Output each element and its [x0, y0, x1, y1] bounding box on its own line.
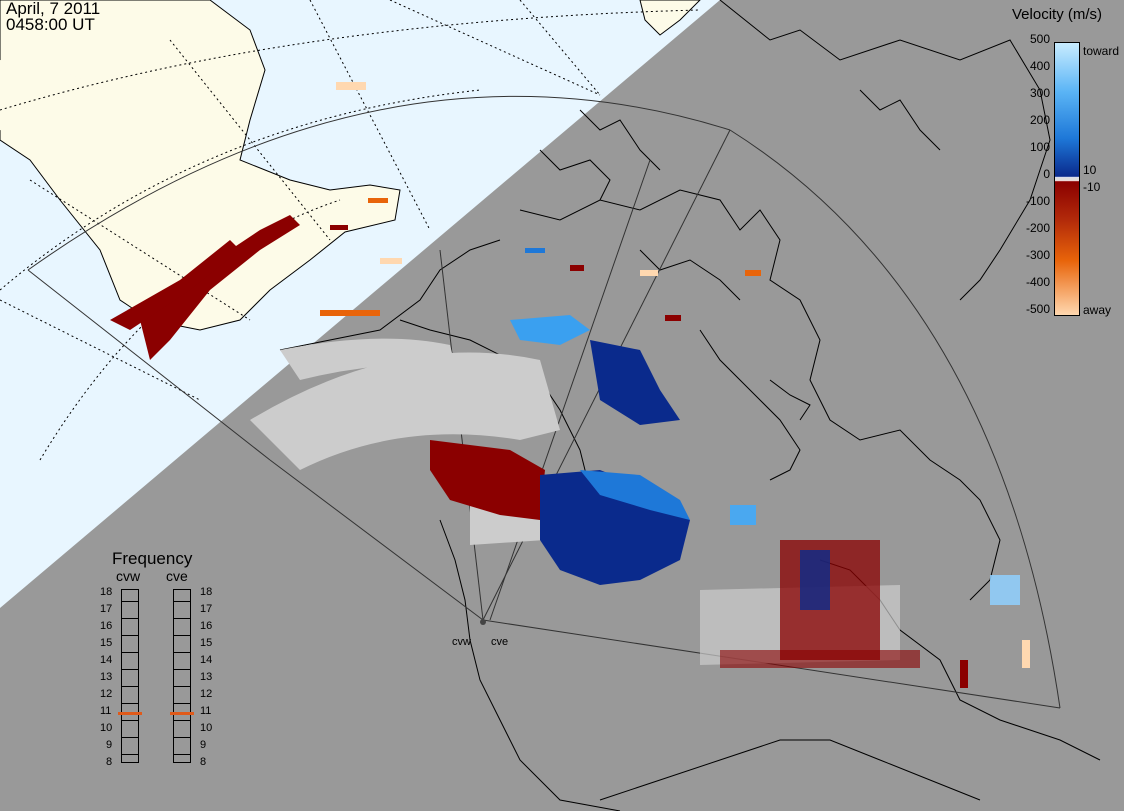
colorbar-title: Velocity (m/s) — [1012, 6, 1103, 23]
plus-ten-label: 10 — [1083, 163, 1097, 177]
cve-frequency-tick: 8 — [200, 756, 207, 768]
cvw-frequency-tick: 18 — [100, 586, 113, 598]
cve-frequency-marker — [170, 711, 194, 715]
frequency-grid-line — [173, 669, 190, 670]
cvw-frequency-tick: 9 — [106, 739, 113, 751]
cvw-frequency-tick: 14 — [100, 654, 113, 666]
frequency-grid-line — [121, 720, 138, 721]
radar-fov — [27, 95, 1061, 709]
cvw-frequency-tick: 17 — [100, 603, 113, 615]
cvw-frequency-scale — [121, 589, 139, 763]
frequency-grid-line — [121, 754, 138, 755]
frequency-grid-line — [121, 652, 138, 653]
cvw-frequency-tick: 8 — [106, 756, 113, 768]
cvw-frequency-tick: 11 — [100, 705, 112, 717]
cve-frequency-tick: 18 — [200, 586, 213, 598]
velocity-colorbar — [1054, 42, 1080, 316]
colorbar-tick-label: 100 — [1029, 140, 1050, 154]
colorbar-tick-label: 400 — [1029, 59, 1050, 73]
frequency-grid-line — [173, 635, 190, 636]
frequency-grid-line — [121, 601, 138, 602]
colorbar-tick-label: -500 — [1025, 302, 1050, 316]
cve-frequency-tick: 14 — [200, 654, 213, 666]
frequency-grid-line — [121, 737, 138, 738]
frequency-grid-line — [173, 618, 190, 619]
minus-ten-label: -10 — [1083, 180, 1101, 194]
frequency-grid-line — [173, 720, 190, 721]
frequency-grid-line — [121, 618, 138, 619]
siberia-land — [0, 60, 160, 170]
frequency-grid-line — [121, 669, 138, 670]
frequency-grid-line — [173, 737, 190, 738]
cve-frequency-tick: 16 — [200, 620, 213, 632]
radar-label-cvw: cvw — [452, 636, 471, 648]
cvw-frequency-tick: 12 — [100, 688, 113, 700]
colorbar-tick-label: 200 — [1029, 113, 1050, 127]
radar-label-cve: cve — [491, 636, 509, 648]
daylight-landmass — [0, 0, 401, 331]
cve-frequency-tick: 10 — [200, 722, 213, 734]
grid-lines — [0, 0, 701, 461]
frequency-grid-line — [173, 652, 190, 653]
time-label: 0458:00 UT — [6, 15, 95, 34]
cvw-frequency-marker — [118, 711, 142, 715]
cvw-frequency-tick: 10 — [100, 722, 113, 734]
cvw-frequency-tick: 15 — [100, 637, 113, 649]
colorbar-tick-label: 0 — [1043, 167, 1050, 181]
colorbar-tick-label: -300 — [1025, 248, 1050, 262]
cve-column-label: cve — [166, 568, 188, 584]
colorbar-tick-label: -200 — [1025, 221, 1050, 235]
date-label: April, 7 2011 — [6, 0, 101, 18]
toward-label: toward — [1083, 44, 1120, 58]
colorbar-tick-label: 300 — [1029, 86, 1050, 100]
cve-frequency-tick: 13 — [200, 671, 213, 683]
cve-frequency-tick: 15 — [200, 637, 213, 649]
radar-site-marker — [480, 619, 486, 625]
colorbar-tick-label: -100 — [1025, 194, 1050, 208]
cve-frequency-tick: 11 — [200, 705, 212, 717]
colorbar-tick-label: -400 — [1025, 275, 1050, 289]
cvw-frequency-tick: 16 — [100, 620, 113, 632]
light-echoes — [336, 82, 1030, 668]
frequency-grid-line — [173, 601, 190, 602]
cve-frequency-scale — [173, 589, 191, 763]
away-label: away — [1083, 303, 1112, 317]
frequency-grid-line — [173, 754, 190, 755]
cve-frequency-tick: 17 — [200, 603, 213, 615]
cve-frequency-tick: 12 — [200, 688, 213, 700]
frequency-grid-line — [173, 686, 190, 687]
greenland-tip — [639, 0, 701, 36]
colorbar-tick-label: 500 — [1029, 32, 1050, 46]
frequency-grid-line — [121, 686, 138, 687]
frequency-grid-line — [173, 703, 190, 704]
toward-echoes — [510, 248, 1020, 610]
frequency-grid-line — [121, 703, 138, 704]
cvw-column-label: cvw — [116, 568, 141, 584]
cvw-frequency-tick: 13 — [100, 671, 113, 683]
frequency-title: Frequency — [112, 549, 193, 568]
orange-echoes — [320, 198, 761, 316]
cve-frequency-tick: 9 — [200, 739, 207, 751]
frequency-grid-line — [121, 635, 138, 636]
